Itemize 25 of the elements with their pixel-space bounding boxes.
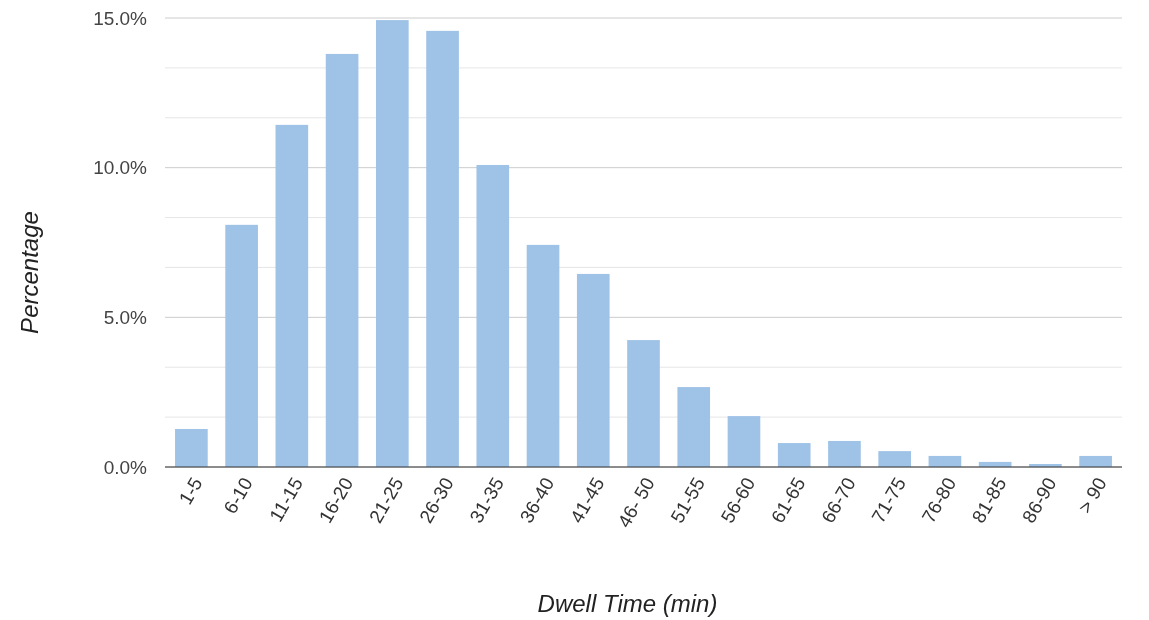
bar (325, 53, 359, 467)
x-tick-label: > 90 (1073, 473, 1111, 517)
bar (175, 428, 208, 467)
x-tick-label: 1-5 (174, 473, 207, 509)
bar (526, 244, 560, 467)
bar (426, 30, 459, 467)
y-tick-label: 5.0% (103, 306, 148, 328)
bar (576, 273, 610, 467)
x-axis-title: Dwell Time (min) (537, 590, 718, 617)
x-tick-label: 46- 50 (613, 473, 659, 531)
bar (878, 451, 912, 467)
bar (677, 387, 711, 467)
bar (225, 224, 258, 467)
bar (828, 440, 861, 467)
y-tick-label: 0.0% (103, 456, 148, 478)
bar (777, 443, 811, 467)
y-tick-label: 15.0% (93, 7, 148, 29)
bar (727, 416, 761, 467)
y-tick-label: 10.0% (93, 157, 148, 179)
bar (1079, 455, 1112, 467)
y-axis-title: Percentage (16, 211, 43, 334)
bar (375, 20, 409, 467)
bar (476, 164, 510, 467)
bar (275, 124, 309, 467)
bar (627, 340, 660, 467)
